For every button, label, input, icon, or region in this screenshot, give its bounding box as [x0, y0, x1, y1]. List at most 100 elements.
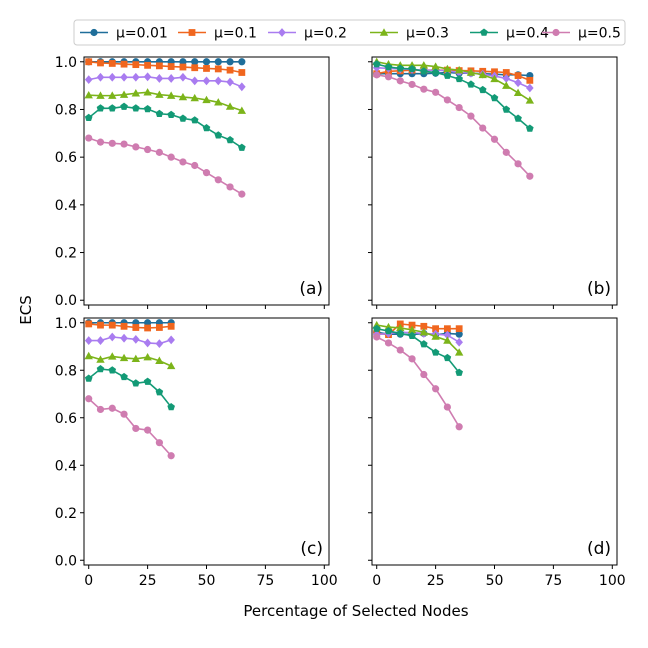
data-point — [178, 92, 188, 101]
panel-label: (b) — [587, 279, 611, 299]
data-point — [179, 158, 187, 166]
data-point — [119, 353, 129, 362]
data-point — [384, 73, 393, 81]
y-tick-label: 0.4 — [55, 458, 77, 474]
y-tick-label: 0.2 — [55, 506, 77, 522]
data-point — [454, 348, 464, 356]
data-point — [514, 160, 522, 168]
x-tick-label: 0 — [84, 573, 93, 589]
series-2 — [85, 58, 246, 76]
data-point — [96, 91, 105, 99]
data-point — [96, 365, 105, 373]
data-point — [408, 80, 416, 89]
data-point — [443, 71, 452, 79]
data-point — [238, 69, 246, 76]
y-tick-label: 1.0 — [55, 55, 77, 71]
series-4 — [84, 88, 247, 114]
data-point — [85, 395, 93, 403]
data-point — [238, 58, 246, 66]
data-point — [443, 325, 451, 333]
data-point — [237, 106, 247, 114]
legend-item: μ=0.01 — [80, 26, 168, 42]
data-point — [96, 72, 105, 82]
data-point — [119, 90, 129, 98]
y-tick-label: 0.8 — [55, 102, 77, 118]
data-point — [443, 64, 452, 73]
data-point — [120, 140, 128, 148]
data-point — [408, 321, 416, 329]
data-point — [525, 96, 535, 104]
data-point — [214, 76, 223, 86]
data-point — [97, 321, 104, 329]
data-point — [108, 60, 116, 67]
panel-2: (b) — [368, 56, 618, 309]
data-point — [143, 338, 152, 348]
data-point — [373, 333, 381, 341]
data-point — [490, 74, 499, 83]
series-3 — [84, 72, 246, 92]
data-point — [143, 377, 152, 385]
data-point — [143, 72, 152, 82]
data-point — [238, 143, 246, 151]
data-point — [226, 66, 234, 74]
data-point — [455, 368, 463, 376]
data-point — [202, 169, 211, 177]
data-point — [179, 63, 187, 71]
data-point — [514, 78, 522, 88]
data-point — [214, 98, 223, 106]
data-point — [513, 88, 523, 96]
data-point — [225, 102, 235, 110]
data-point — [179, 114, 187, 122]
legend-marker — [552, 28, 560, 37]
data-point — [120, 322, 128, 330]
x-tick-label: 100 — [311, 573, 338, 589]
data-point — [238, 82, 246, 92]
legend-label: μ=0.2 — [304, 26, 347, 42]
data-point — [190, 76, 199, 86]
data-point — [132, 324, 140, 331]
data-point — [202, 58, 211, 66]
data-point — [455, 103, 463, 112]
data-point — [203, 65, 210, 72]
data-point — [396, 64, 405, 72]
y-tick-label: 0.0 — [55, 293, 77, 309]
legend-item: μ=0.3 — [370, 26, 449, 42]
data-point — [85, 134, 93, 142]
data-point — [478, 85, 487, 94]
data-point — [467, 112, 475, 120]
data-point — [108, 91, 117, 99]
y-tick-label: 0.6 — [55, 411, 77, 427]
data-point — [167, 63, 175, 70]
data-point — [490, 135, 499, 143]
y-tick-label: 0.0 — [55, 553, 77, 569]
panel-label: (c) — [300, 539, 323, 559]
data-point — [179, 58, 187, 66]
panel-1: 0.0 0.2 0.4 0.6 0.8 1.0 (a) — [55, 55, 330, 309]
data-point — [96, 104, 105, 112]
data-point — [84, 374, 93, 382]
data-point — [431, 68, 440, 76]
y-tick-label: 0.2 — [55, 246, 77, 262]
data-point — [108, 72, 117, 82]
data-point — [432, 385, 440, 393]
data-point — [190, 116, 199, 124]
data-point — [108, 352, 117, 360]
data-point — [202, 76, 211, 86]
panel-4: 0 25 50 75 100 (d) — [368, 317, 626, 589]
data-point — [84, 351, 93, 360]
data-point — [202, 124, 211, 132]
data-point — [384, 322, 393, 331]
data-point — [85, 58, 93, 66]
series-5 — [84, 365, 175, 411]
data-point — [155, 324, 163, 331]
data-point — [155, 356, 164, 364]
legend-frame — [73, 19, 626, 46]
data-point — [372, 324, 381, 332]
data-point — [443, 330, 452, 340]
legend-label: μ=0.4 — [506, 26, 549, 42]
data-point — [120, 102, 128, 110]
data-point — [155, 439, 163, 447]
data-point — [167, 322, 175, 330]
data-point — [167, 452, 175, 460]
data-point — [431, 62, 440, 70]
